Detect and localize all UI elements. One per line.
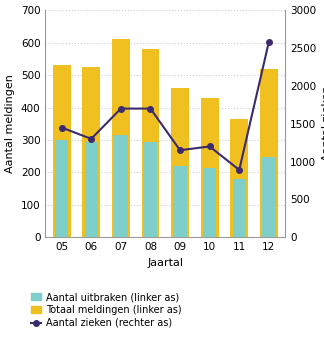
Bar xyxy=(230,119,248,237)
Bar xyxy=(55,140,68,237)
Bar xyxy=(144,142,157,237)
Bar xyxy=(262,157,275,237)
Legend: Aantal uitbraken (linker as), Totaal meldingen (linker as), Aantal zieken (recht: Aantal uitbraken (linker as), Totaal mel… xyxy=(31,292,181,328)
Y-axis label: Aantal zieken: Aantal zieken xyxy=(322,86,324,161)
Bar xyxy=(82,67,100,237)
X-axis label: Jaartal: Jaartal xyxy=(147,258,183,268)
Bar xyxy=(53,65,71,237)
Bar xyxy=(114,135,128,237)
Bar xyxy=(173,166,187,237)
Bar xyxy=(142,49,159,237)
Bar xyxy=(112,39,130,237)
Bar xyxy=(233,179,246,237)
Bar xyxy=(203,168,216,237)
Y-axis label: Aantal meldingen: Aantal meldingen xyxy=(5,74,15,173)
Bar xyxy=(171,88,189,237)
Bar xyxy=(260,68,278,237)
Bar xyxy=(85,142,98,237)
Bar xyxy=(201,98,218,237)
